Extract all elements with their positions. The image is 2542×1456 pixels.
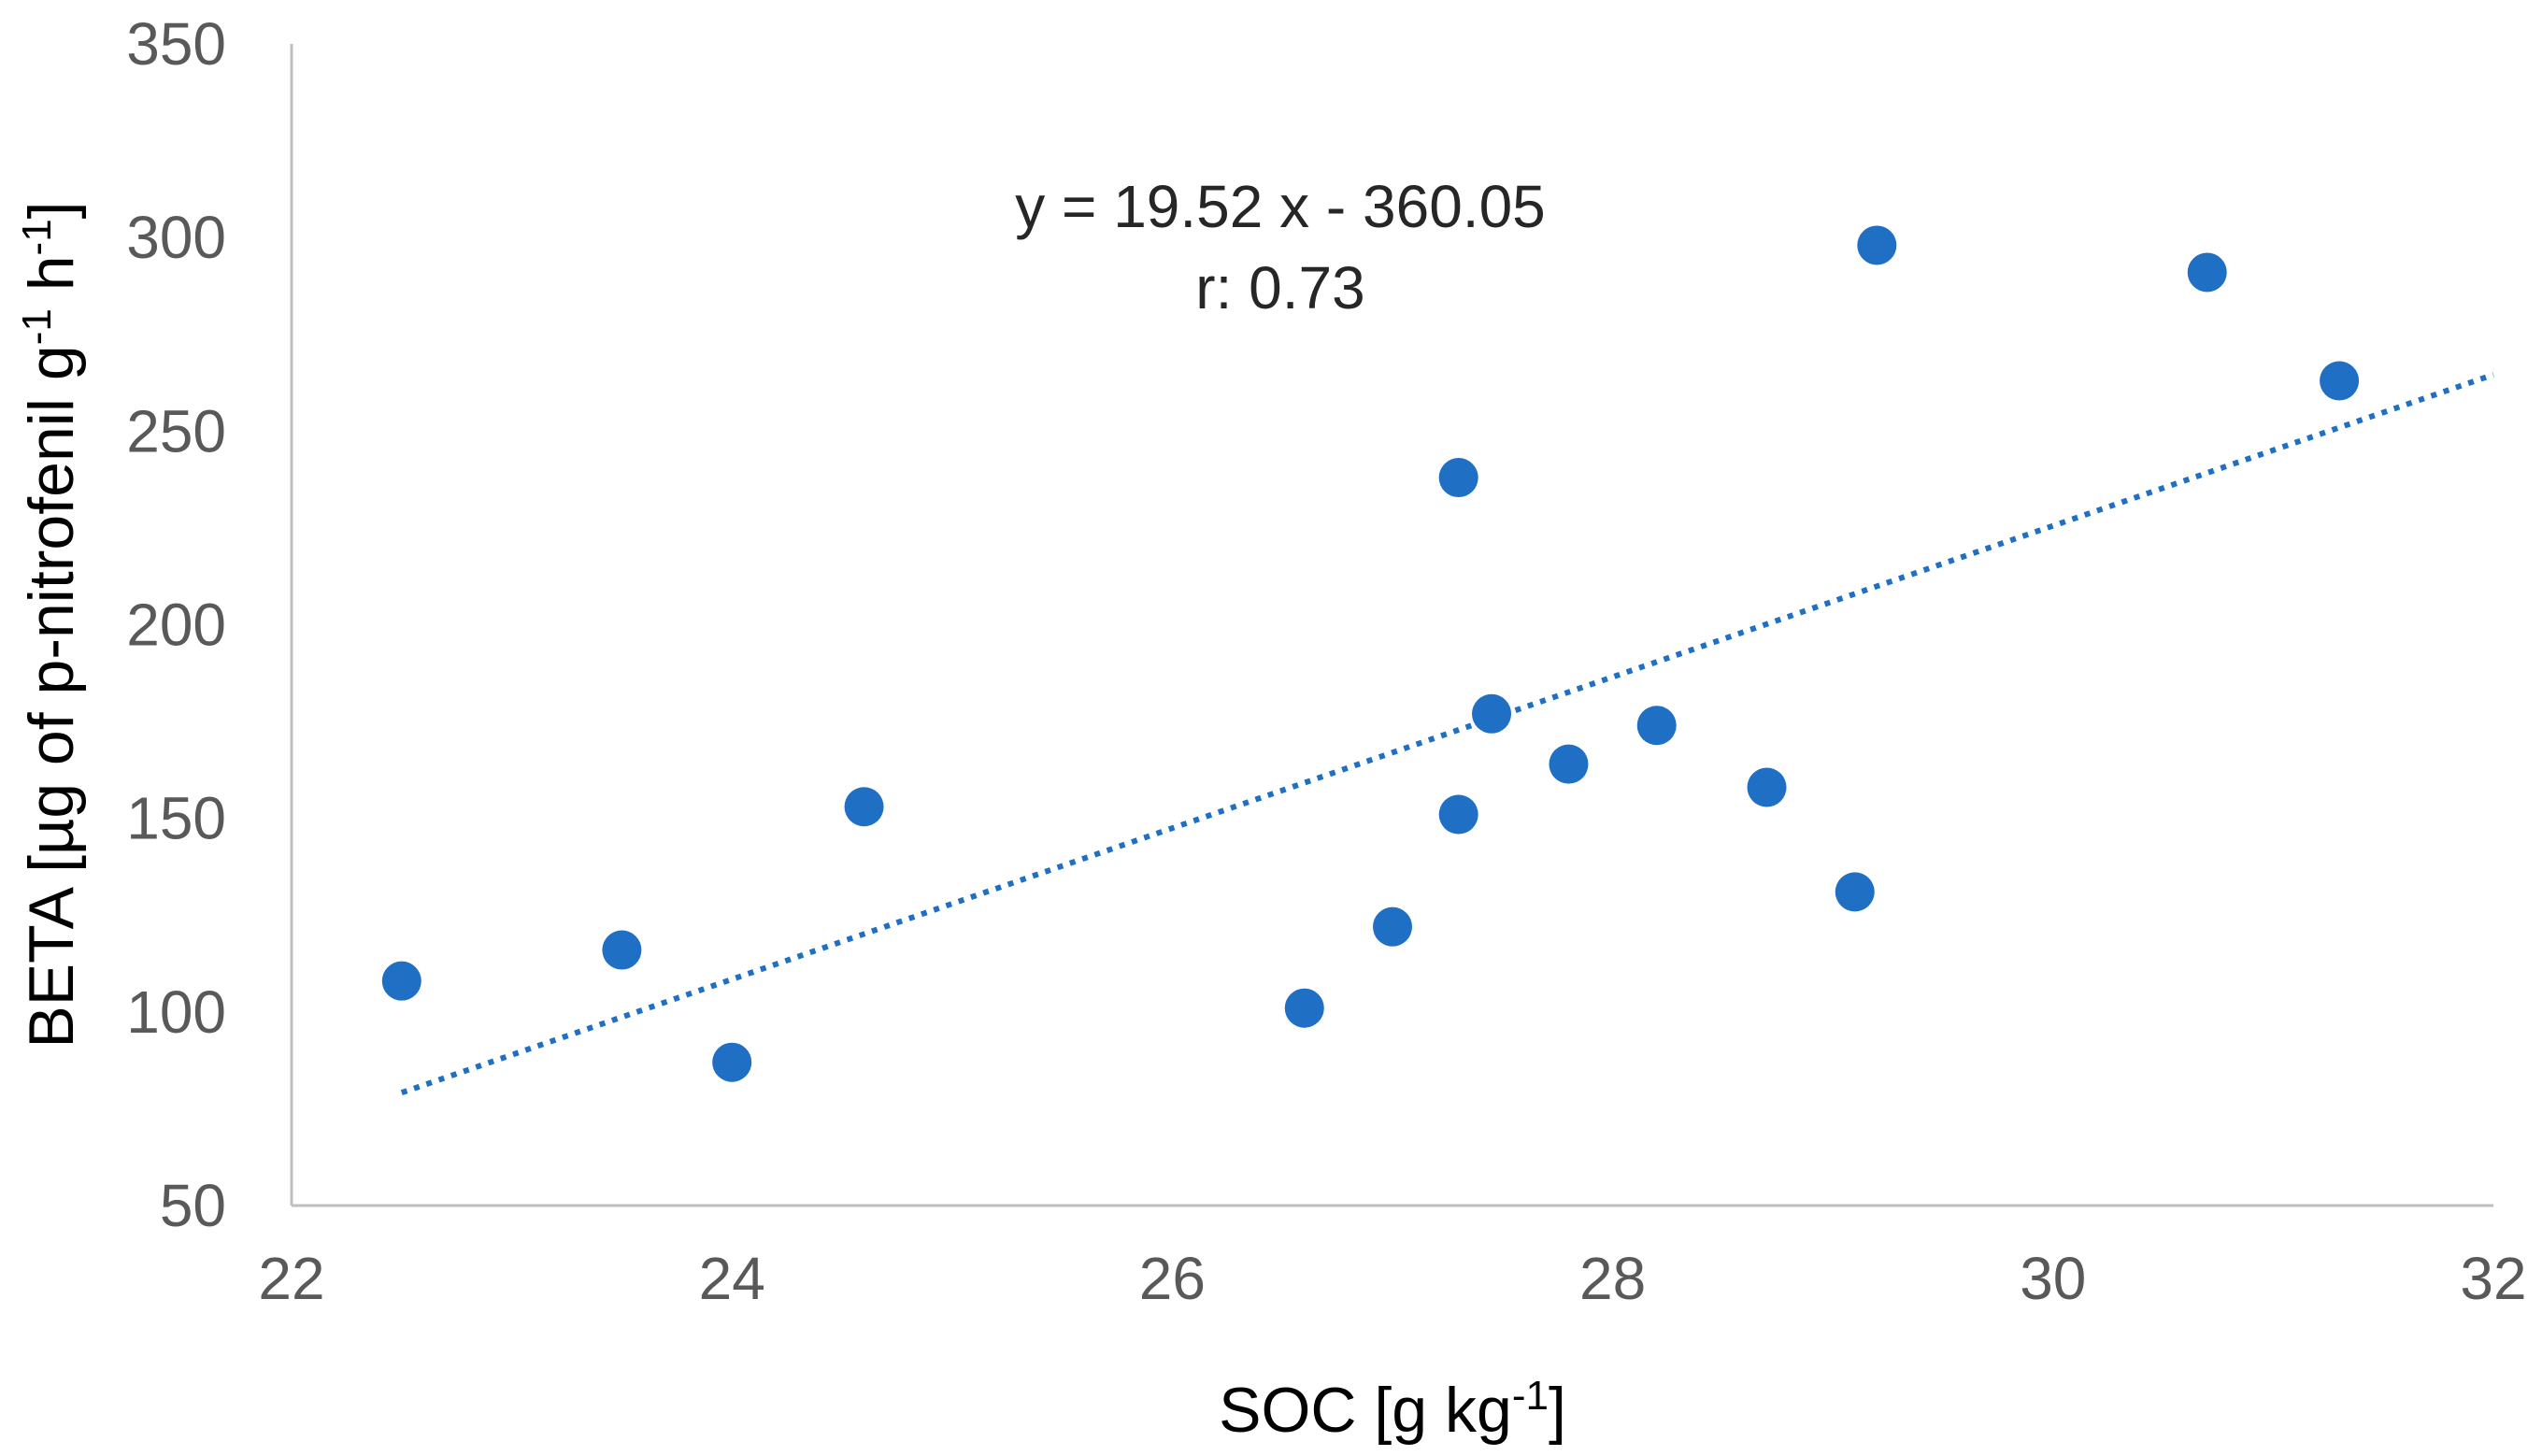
y-axis-title-h: h xyxy=(16,255,87,308)
y-tick-label: 100 xyxy=(126,978,226,1046)
correlation-coefficient: r: 0.73 xyxy=(1195,254,1364,321)
data-point xyxy=(1373,906,1412,947)
data-point xyxy=(1747,767,1787,807)
data-point xyxy=(1636,706,1677,746)
data-point xyxy=(712,1042,752,1082)
x-tick-label: 30 xyxy=(2020,1245,2086,1312)
data-point xyxy=(1472,693,1512,734)
y-axis-title-main: BETA [µg of p-nitrofenil g xyxy=(16,345,87,1048)
data-point xyxy=(602,930,642,970)
data-points xyxy=(381,225,2360,1082)
x-tick-label: 22 xyxy=(258,1245,324,1312)
linear-trendline xyxy=(400,372,2494,1096)
y-tick-label: 350 xyxy=(126,10,226,78)
x-tick-label: 24 xyxy=(699,1245,765,1312)
y-axis-title-end: ] xyxy=(16,201,87,219)
data-point xyxy=(1438,458,1478,498)
y-tick-label: 150 xyxy=(126,785,226,852)
data-point xyxy=(2187,252,2227,293)
y-tick-label: 50 xyxy=(160,1172,226,1239)
y-tick-label: 250 xyxy=(126,397,226,464)
data-point xyxy=(381,961,421,1001)
y-axis-tick-labels: 50 100 150 200 250 300 350 xyxy=(126,10,226,1239)
x-tick-label: 26 xyxy=(1139,1245,1206,1312)
y-tick-label: 200 xyxy=(126,592,226,659)
data-point xyxy=(1549,744,1589,784)
x-axis-tick-labels: 22 24 26 28 30 32 xyxy=(258,1245,2526,1312)
axes xyxy=(290,44,2493,1207)
y-axis-title: BETA [µg of p-nitrofenil g-1 h-1] xyxy=(14,201,88,1048)
x-tick-label: 32 xyxy=(2460,1245,2526,1312)
data-point xyxy=(1438,794,1478,835)
data-point xyxy=(2320,361,2360,401)
y-axis-title-superscript-1: -1 xyxy=(14,308,60,345)
regression-equation: y = 19.52 x - 360.05 xyxy=(1015,173,1546,240)
y-axis-title-superscript-2: -1 xyxy=(14,219,60,255)
y-tick-label: 300 xyxy=(126,204,226,271)
x-axis-title-main: SOC [g kg xyxy=(1219,1375,1512,1446)
x-axis-title-superscript: -1 xyxy=(1512,1373,1549,1419)
data-point xyxy=(1857,225,1897,265)
data-point xyxy=(1284,988,1324,1028)
x-axis-title: SOC [g kg-1] xyxy=(1219,1373,1566,1447)
data-point xyxy=(1835,872,1875,912)
x-axis-title-end: ] xyxy=(1549,1375,1566,1446)
data-point xyxy=(844,787,884,827)
x-tick-label: 28 xyxy=(1579,1245,1646,1312)
